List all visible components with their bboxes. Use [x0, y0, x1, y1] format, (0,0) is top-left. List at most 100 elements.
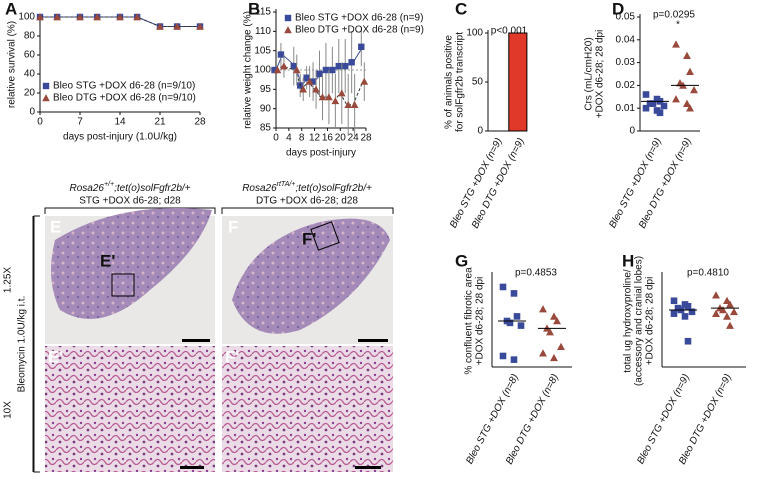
marker	[683, 99, 691, 107]
marker	[550, 353, 558, 362]
y-tick-label: 40	[24, 69, 36, 80]
y-tick-label: 0.04	[616, 34, 636, 45]
x-tick-label: 24	[348, 133, 360, 144]
marker	[513, 313, 521, 320]
marker	[337, 89, 346, 97]
marker	[726, 321, 734, 329]
y-axis-label: % confluent fibrotic area	[464, 267, 475, 375]
marker	[284, 26, 292, 34]
marker	[322, 66, 330, 74]
panel-label: F'	[225, 347, 239, 366]
marker	[277, 51, 285, 58]
x-tick-label: 12	[309, 133, 321, 144]
marker	[360, 77, 369, 85]
p-value: p=0.4853	[515, 268, 557, 279]
marker	[726, 300, 734, 308]
x-tick-label: 7	[77, 117, 83, 128]
panel-label: F	[228, 217, 238, 236]
bracket	[44, 207, 394, 214]
marker	[723, 296, 731, 305]
marker	[506, 319, 514, 327]
marker	[42, 82, 50, 90]
image-f-prime	[222, 346, 393, 472]
y-tick-label: 80	[24, 31, 36, 42]
marker	[329, 66, 336, 74]
x-tick-label: 28	[194, 117, 206, 128]
marker	[342, 62, 349, 70]
x-tick-label: 8	[299, 133, 305, 144]
marker	[539, 305, 547, 313]
y-tick-label: 0.01	[616, 103, 636, 114]
marker	[196, 22, 204, 30]
y-tick-label: 85	[260, 123, 272, 134]
genotype: Rosa26rtTA/+;tet(o)solFgfr2b/+	[242, 181, 372, 194]
marker	[683, 51, 691, 60]
y-tick-label: 60	[24, 50, 36, 61]
category-label: Bleo DTG +DOX (n=9)	[637, 136, 694, 230]
y-tick-label: 100	[254, 65, 271, 76]
x-tick-label: 0	[273, 133, 279, 144]
marker	[517, 322, 525, 329]
lobe	[51, 208, 212, 319]
inset-label: F'	[302, 229, 316, 248]
y-tick-label: 50	[472, 77, 484, 88]
y-tick-label: 95	[260, 84, 272, 95]
marker	[116, 13, 124, 21]
y-axis-label: relative weight change (%)	[243, 11, 254, 129]
marker	[271, 66, 278, 74]
x-tick-label: 21	[154, 117, 166, 128]
marker	[36, 13, 44, 21]
y-tick-label: 90	[260, 103, 272, 114]
y-axis-label: +DOX d6-28; 28 dpi	[595, 30, 606, 119]
lobe	[232, 218, 390, 334]
marker	[53, 13, 61, 21]
panel-label: H	[622, 251, 634, 270]
x-tick-label: 4	[286, 133, 292, 144]
marker	[358, 43, 365, 50]
y-axis-label: (accessory and cranial lobes)	[634, 256, 645, 386]
y-tick-label: 0	[477, 126, 483, 137]
panel-label: E	[50, 217, 61, 236]
marker	[42, 94, 50, 102]
condition: STG +DOX d6-28; d28	[79, 196, 181, 207]
genotype-text: ;tet(o)solFgfr2b/+	[295, 183, 372, 194]
marker	[335, 62, 342, 70]
panel-label: A	[5, 0, 17, 18]
y-tick-label: 0	[629, 126, 635, 137]
y-axis-label: total ug hydroxyproline/	[623, 269, 634, 373]
marker	[325, 93, 333, 101]
marker	[312, 85, 320, 93]
marker	[684, 302, 692, 310]
x-tick-label: 16	[322, 133, 334, 144]
y-tick-label: 20	[24, 88, 36, 99]
marker	[350, 100, 359, 108]
marker	[686, 104, 694, 112]
scale-bars	[180, 339, 388, 469]
legend-label: Bleo STG +DOX d6-28 (n=9/10)	[53, 81, 195, 92]
marker	[305, 77, 314, 85]
marker	[280, 62, 288, 70]
bracket	[32, 215, 40, 473]
marker	[316, 70, 323, 78]
y-axis-label: +DOX d6-28; 28 dpi	[645, 277, 656, 366]
marker	[539, 349, 547, 357]
genotype-text: ;tet(o)solFgfr2b/+	[114, 183, 191, 194]
genotype-sup: +/+	[104, 181, 114, 188]
y-axis-label: Crs (mL/cmH20)	[584, 37, 595, 110]
panel-label: G	[455, 251, 468, 270]
x-tick-label: 28	[360, 133, 372, 144]
y-tick-label: 110	[255, 26, 271, 37]
x-axis-label: days post-injury (1.0U/kg)	[63, 132, 177, 143]
y-tick-label: 0	[29, 107, 35, 118]
marker	[712, 291, 720, 299]
marker	[331, 97, 340, 105]
marker	[273, 66, 282, 74]
x-tick-label: 0	[37, 117, 43, 128]
marker	[684, 337, 692, 345]
y-axis-label: % of animals positive	[444, 35, 455, 129]
marker	[173, 22, 181, 30]
marker	[550, 312, 558, 320]
y-tick-label: 115	[255, 7, 271, 18]
marker	[672, 40, 680, 48]
genotype-text: Rosa26	[242, 183, 277, 194]
